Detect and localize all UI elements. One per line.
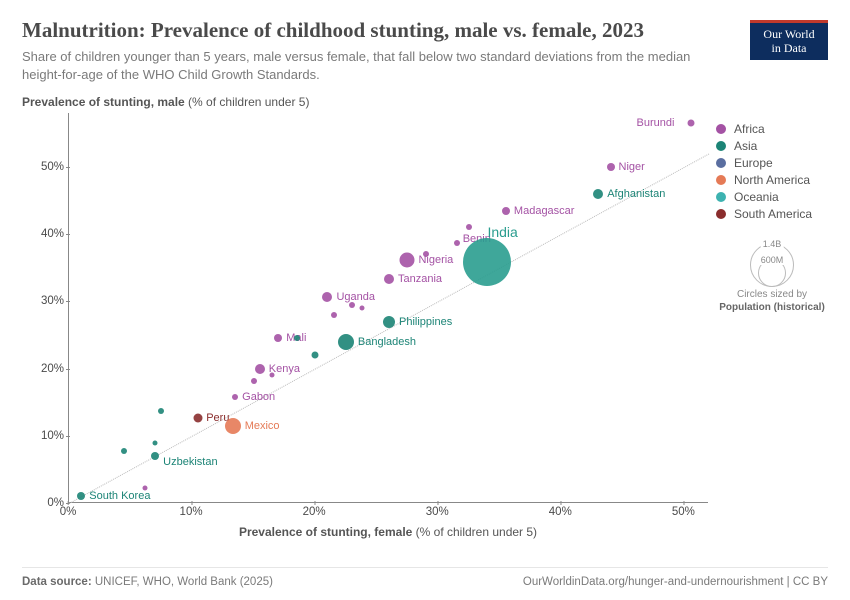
data-point[interactable] — [232, 394, 238, 400]
data-point[interactable] — [607, 163, 615, 171]
data-source-label: Data source: — [22, 576, 92, 588]
data-point-label: Burundi — [637, 117, 675, 129]
legend-swatch — [716, 192, 726, 202]
diagonal-reference-line — [69, 153, 709, 504]
data-point-label: Tanzania — [398, 273, 442, 285]
x-axis-label-rest: (% of children under 5) — [412, 525, 537, 539]
legend-item[interactable]: Europe — [716, 156, 828, 170]
data-point[interactable] — [312, 352, 319, 359]
x-tick: 50% — [672, 506, 695, 518]
data-point[interactable] — [77, 492, 85, 500]
data-point[interactable] — [423, 251, 429, 257]
y-axis-label-rest: (% of children under 5) — [185, 95, 310, 109]
legend-swatch — [716, 209, 726, 219]
footer-right: OurWorldinData.org/hunger-and-undernouri… — [523, 576, 828, 588]
footer: Data source: UNICEF, WHO, World Bank (20… — [22, 567, 828, 588]
data-point[interactable] — [331, 312, 337, 318]
data-source: Data source: UNICEF, WHO, World Bank (20… — [22, 576, 273, 588]
data-point[interactable] — [194, 413, 203, 422]
legend-label: North America — [734, 173, 810, 187]
data-point[interactable] — [143, 486, 148, 491]
y-tick: 50% — [24, 161, 64, 173]
x-tick: 40% — [549, 506, 572, 518]
legend-label: Africa — [734, 122, 765, 136]
x-tick: 30% — [426, 506, 449, 518]
data-point[interactable] — [400, 252, 415, 267]
data-point-label: South Korea — [89, 490, 150, 502]
data-point[interactable] — [255, 364, 265, 374]
legend-item[interactable]: North America — [716, 173, 828, 187]
chart-title: Malnutrition: Prevalence of childhood st… — [22, 18, 722, 43]
chart-subtitle: Share of children younger than 5 years, … — [22, 48, 722, 83]
data-point-label: Uganda — [336, 291, 375, 303]
legend-item[interactable]: South America — [716, 207, 828, 221]
y-axis-label: Prevalence of stunting, male (% of child… — [22, 95, 828, 109]
y-tick: 40% — [24, 228, 64, 240]
data-point[interactable] — [466, 224, 472, 230]
data-point-label: Madagascar — [514, 205, 575, 217]
data-point[interactable] — [502, 207, 510, 215]
data-point[interactable] — [359, 306, 364, 311]
size-legend-ring-label: 600M — [759, 255, 786, 265]
x-axis-label: Prevalence of stunting, female (% of chi… — [68, 525, 708, 539]
x-tick: 10% — [180, 506, 203, 518]
data-point[interactable] — [349, 302, 355, 308]
data-point-label: Uzbekistan — [163, 456, 217, 468]
data-point[interactable] — [151, 452, 159, 460]
data-point[interactable] — [322, 292, 332, 302]
size-legend-ring-label: 1.4B — [761, 239, 784, 249]
y-axis-label-bold: Prevalence of stunting, male — [22, 95, 185, 109]
data-point[interactable] — [158, 408, 164, 414]
scatter-plot[interactable]: South KoreaUzbekistanPeruMexicoGabonKeny… — [68, 113, 708, 503]
legend-item[interactable]: Africa — [716, 122, 828, 136]
legend: Africa Asia Europe North America Oceania Sout… — [716, 122, 828, 314]
legend-label: Asia — [734, 139, 757, 153]
data-point[interactable] — [687, 120, 694, 127]
data-point[interactable] — [383, 316, 395, 328]
logo-line-2: in Data — [750, 42, 828, 56]
data-point[interactable] — [338, 334, 354, 350]
data-point[interactable] — [463, 238, 511, 286]
legend-swatch — [716, 141, 726, 151]
data-point[interactable] — [384, 274, 394, 284]
y-tick: 0% — [24, 497, 64, 509]
data-point[interactable] — [121, 448, 127, 454]
y-tick: 30% — [24, 295, 64, 307]
page: Our World in Data Malnutrition: Prevalen… — [0, 0, 850, 600]
legend-swatch — [716, 175, 726, 185]
legend-label: Oceania — [734, 190, 779, 204]
legend-label: South America — [734, 207, 812, 221]
data-point[interactable] — [153, 440, 158, 445]
x-tick: 0% — [60, 506, 77, 518]
legend-item[interactable]: Asia — [716, 139, 828, 153]
y-tick: 20% — [24, 363, 64, 375]
data-point-label: Bangladesh — [358, 336, 416, 348]
y-tick: 10% — [24, 430, 64, 442]
data-point-label: Niger — [619, 161, 645, 173]
size-legend: 1.4B 600M Circles sized by Population (hi… — [716, 239, 828, 314]
legend-swatch — [716, 158, 726, 168]
data-point[interactable] — [294, 335, 300, 341]
data-point[interactable] — [270, 373, 275, 378]
data-point[interactable] — [274, 334, 282, 342]
chart-area: 0% 10% 20% 30% 40% 50% South Korea Uzbekistan P… — [24, 113, 828, 533]
logo-line-1: Our World — [750, 28, 828, 42]
data-point[interactable] — [454, 240, 460, 246]
x-axis-label-bold: Prevalence of stunting, female — [239, 525, 412, 539]
legend-label: Europe — [734, 156, 773, 170]
data-source-text: UNICEF, WHO, World Bank (2025) — [92, 576, 273, 588]
header: Our World in Data Malnutrition: Prevalen… — [22, 18, 828, 83]
legend-swatch — [716, 124, 726, 134]
data-point-label: Mexico — [245, 420, 280, 432]
owid-logo[interactable]: Our World in Data — [750, 20, 828, 60]
x-tick: 20% — [303, 506, 326, 518]
data-point[interactable] — [225, 418, 241, 434]
size-legend-caption-pre: Circles sized by — [737, 289, 807, 300]
size-legend-caption-bold: Population (historical) — [719, 302, 825, 313]
legend-item[interactable]: Oceania — [716, 190, 828, 204]
data-point[interactable] — [593, 189, 603, 199]
data-point[interactable] — [251, 378, 257, 384]
